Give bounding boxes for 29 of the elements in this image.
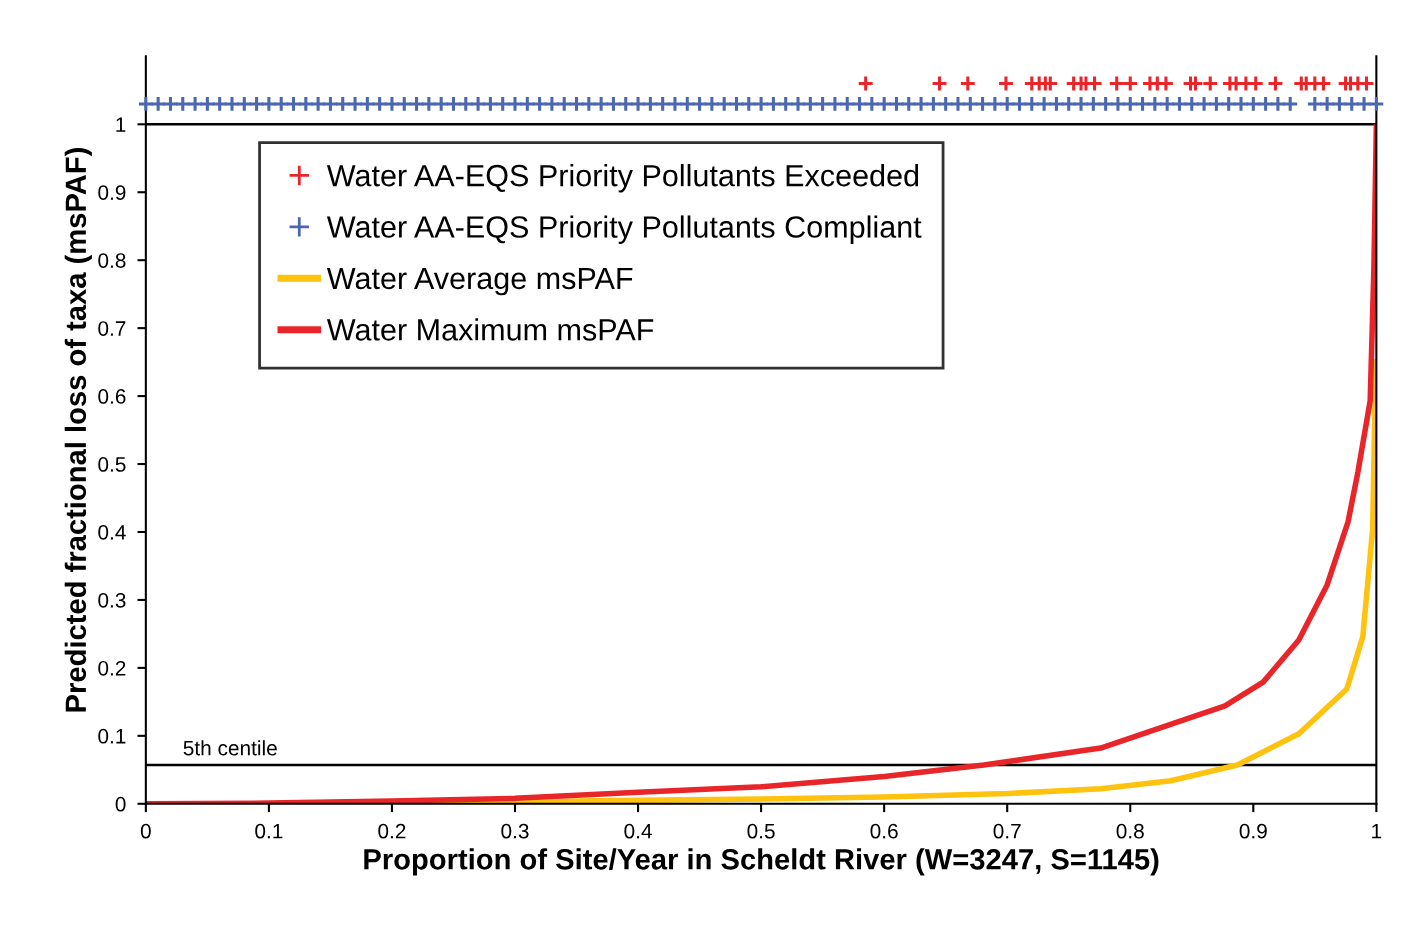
x-tick-label: 0.4 (624, 823, 652, 839)
y-axis-title: Predicted fractional loss of taxa (msPAF) (64, 148, 92, 712)
y-tick-label: 0.6 (98, 389, 126, 404)
y-tick-label: 0.8 (98, 253, 126, 268)
y-tick-label: 0.9 (98, 185, 126, 200)
x-tick-label: 0.8 (1116, 823, 1144, 839)
y-tick-label: 0 (115, 796, 126, 812)
x-tick-label: 0.2 (378, 823, 406, 839)
legend-label: Water AA-EQS Priority Pollutants Exceeded (326, 164, 919, 193)
y-tick-label: 0.4 (98, 524, 126, 540)
legend-label: Water AA-EQS Priority Pollutants Compliant (326, 215, 922, 244)
y-tick-label: 0.2 (98, 660, 126, 676)
x-tick-label: 0.1 (255, 823, 283, 839)
ref-line-label: 5th centile (183, 740, 277, 756)
legend-label: Water Average msPAF (326, 267, 633, 296)
x-tick-label: 0.6 (870, 823, 898, 839)
y-tick-label: 0.1 (98, 728, 126, 744)
x-axis-title: Proportion of Site/Year in Scheldt River (W=3247, S=1145) (364, 848, 1159, 876)
x-tick-label: 0.7 (993, 823, 1021, 839)
x-tick-label: 0.5 (747, 823, 775, 839)
legend-label: Water Maximum msPAF (326, 318, 654, 341)
y-tick-label: 1 (116, 117, 126, 132)
x-tick-label: 1 (1372, 823, 1382, 839)
x-tick-label: 0 (140, 823, 151, 839)
y-tick-label: 0.7 (98, 321, 126, 336)
y-tick-label: 0.3 (98, 592, 126, 608)
y-tick-label: 0.5 (98, 457, 126, 472)
x-tick-label: 0.3 (501, 823, 529, 839)
x-tick-label: 0.9 (1239, 823, 1267, 839)
